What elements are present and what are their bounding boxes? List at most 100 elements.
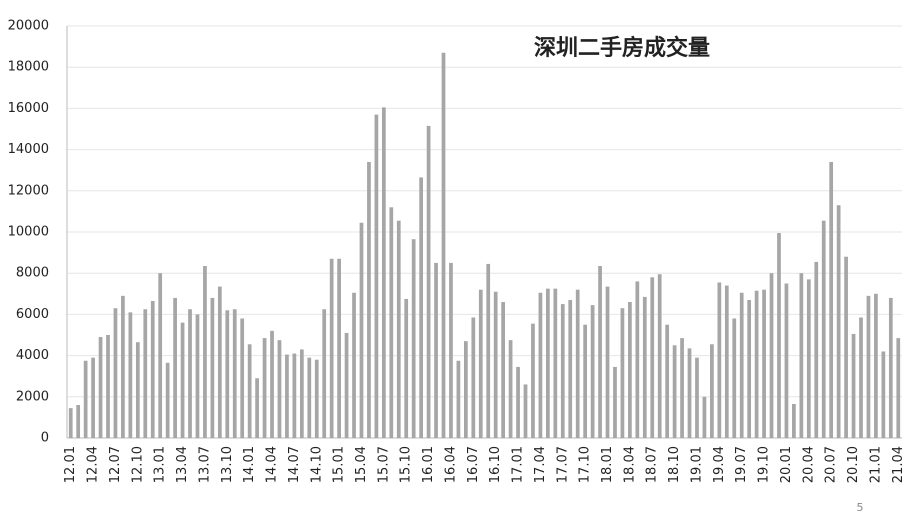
bar xyxy=(150,301,155,438)
bar xyxy=(210,297,215,438)
bar xyxy=(180,322,185,438)
bar xyxy=(724,285,729,438)
bar xyxy=(76,405,81,438)
bar xyxy=(493,291,498,438)
bar xyxy=(695,357,699,438)
bar xyxy=(352,292,356,438)
x-tick-label: 20.07 xyxy=(824,446,839,483)
x-tick-label: 15.04 xyxy=(354,446,369,483)
bar xyxy=(121,295,125,438)
x-tick-label: 20.01 xyxy=(779,446,794,483)
y-tick-label: 20000 xyxy=(8,19,49,34)
bar xyxy=(881,351,886,438)
bar xyxy=(240,318,245,438)
bar xyxy=(672,345,677,438)
bar xyxy=(508,340,513,438)
x-tick-label: 19.01 xyxy=(689,446,704,483)
bar xyxy=(463,341,468,438)
x-tick-label: 20.10 xyxy=(846,446,861,483)
bar xyxy=(322,309,327,438)
y-tick-label: 8000 xyxy=(16,266,49,281)
page-number: 5 xyxy=(857,501,864,514)
x-tick-label: 15.07 xyxy=(376,446,391,483)
bar xyxy=(270,330,274,438)
x-tick-label: 14.07 xyxy=(287,446,302,483)
bar xyxy=(836,205,841,438)
bar xyxy=(747,299,752,438)
bar xyxy=(411,239,416,438)
x-tick-label: 13.10 xyxy=(220,446,235,483)
bar xyxy=(754,290,759,438)
bar xyxy=(367,161,371,438)
bar xyxy=(165,362,170,438)
bar xyxy=(888,297,893,438)
bar xyxy=(217,286,222,438)
x-tick-label: 19.07 xyxy=(734,446,749,483)
x-tick-label: 18.01 xyxy=(600,446,615,483)
bar xyxy=(687,348,692,438)
bar xyxy=(449,262,453,438)
bar xyxy=(799,273,804,438)
bar xyxy=(173,297,177,438)
bar xyxy=(195,314,200,438)
bar xyxy=(829,161,834,438)
x-tick-label: 12.04 xyxy=(86,446,101,483)
x-tick-label: 14.04 xyxy=(265,446,280,483)
bar xyxy=(143,309,148,438)
bar xyxy=(866,295,871,438)
bar xyxy=(732,318,737,438)
bar xyxy=(516,366,520,438)
bar xyxy=(531,323,535,438)
bar xyxy=(441,52,446,438)
bar xyxy=(814,261,819,438)
bar xyxy=(68,408,73,438)
bar xyxy=(560,304,565,438)
x-tick-label: 21.01 xyxy=(868,446,883,483)
bar xyxy=(344,332,349,438)
bar xyxy=(113,308,118,438)
bar xyxy=(225,310,230,438)
x-tick-label: 17.07 xyxy=(555,446,570,483)
bar xyxy=(739,292,744,438)
bar xyxy=(851,333,856,438)
bar xyxy=(605,286,610,438)
bar xyxy=(784,283,789,438)
bar xyxy=(158,273,163,438)
x-tick-label: 14.10 xyxy=(309,446,324,483)
bar xyxy=(844,256,848,438)
bar xyxy=(777,233,781,438)
bar xyxy=(769,273,774,438)
x-tick-label: 20.04 xyxy=(801,446,816,483)
bar xyxy=(859,317,863,438)
bar xyxy=(650,277,655,438)
x-tick-label: 12.10 xyxy=(130,446,145,483)
bar xyxy=(896,338,901,438)
x-tick-label: 16.10 xyxy=(488,446,503,483)
bar xyxy=(83,360,88,438)
x-tick-label: 14.01 xyxy=(242,446,257,483)
chart-title: 深圳二手房成交量 xyxy=(534,35,710,61)
bar xyxy=(478,289,483,438)
bar xyxy=(523,384,528,438)
bar xyxy=(665,324,670,438)
bar xyxy=(277,340,282,438)
x-tick-label: 13.01 xyxy=(153,446,168,483)
x-tick-label: 17.10 xyxy=(578,446,593,483)
x-tick-label: 13.07 xyxy=(197,446,212,483)
bar xyxy=(203,265,207,438)
x-tick-label: 19.04 xyxy=(712,446,727,483)
y-tick-label: 4000 xyxy=(16,348,49,363)
y-tick-label: 14000 xyxy=(8,142,49,157)
bar xyxy=(396,220,401,438)
x-tick-label: 13.04 xyxy=(175,446,190,483)
bar xyxy=(456,360,461,438)
y-tick-label: 10000 xyxy=(8,225,49,240)
x-tick-label: 15.10 xyxy=(399,446,414,483)
bar xyxy=(128,312,133,438)
x-tick-label: 18.04 xyxy=(622,446,637,483)
bar xyxy=(635,281,640,438)
bar xyxy=(381,107,386,439)
x-tick-label: 16.07 xyxy=(466,446,481,483)
bar xyxy=(426,125,431,438)
